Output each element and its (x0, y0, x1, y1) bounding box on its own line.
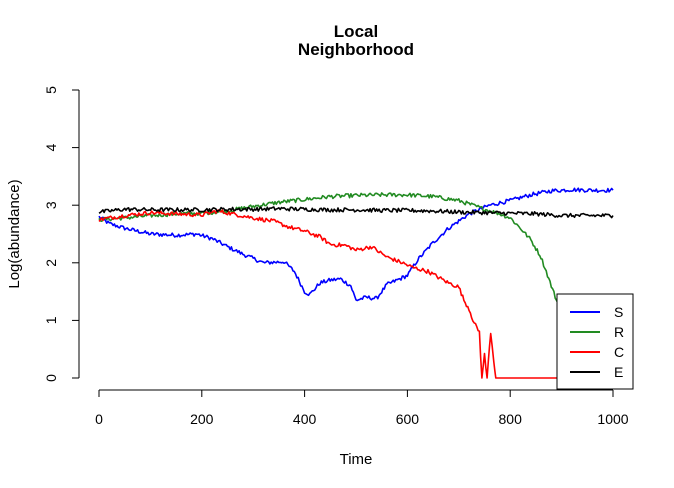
y-tick-label: 2 (43, 259, 59, 267)
legend-label-c: C (614, 344, 624, 360)
y-tick-label: 5 (43, 86, 59, 94)
chart-title-line-1: Local (334, 22, 378, 41)
x-tick-label: 0 (95, 411, 103, 427)
y-tick-label: 1 (43, 316, 59, 324)
y-tick-label: 4 (43, 143, 59, 151)
y-axis-label: Log(abundance) (6, 179, 23, 288)
x-tick-label: 600 (396, 411, 420, 427)
y-tick-label: 3 (43, 201, 59, 209)
series-line-e (98, 206, 614, 219)
chart-title-line-2: Neighborhood (298, 40, 414, 59)
series-line-s (98, 187, 614, 302)
x-axis-label: Time (340, 451, 373, 468)
legend-label-e: E (614, 364, 623, 380)
legend-box (556, 293, 634, 390)
x-axis: 0 200 400 600 800 1000 (95, 389, 629, 427)
legend-label-s: S (614, 304, 623, 320)
y-axis: 0 1 2 3 4 5 (43, 86, 80, 382)
series-line-c (98, 209, 613, 379)
y-tick-label: 0 (43, 374, 59, 382)
legend-label-r: R (614, 324, 624, 340)
x-tick-label: 200 (190, 411, 214, 427)
plot-lines (98, 187, 614, 379)
x-tick-label: 800 (499, 411, 523, 427)
x-tick-label: 1000 (597, 411, 628, 427)
x-tick-label: 400 (293, 411, 317, 427)
